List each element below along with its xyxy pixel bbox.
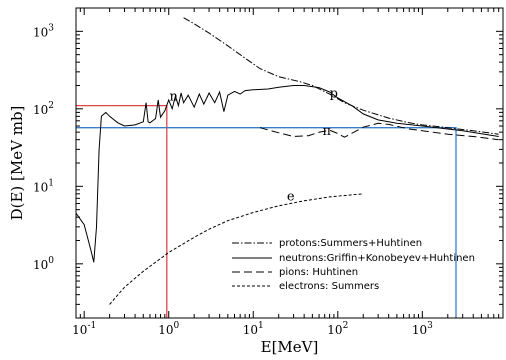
x-tick-label: 100	[158, 321, 179, 337]
legend-entry: electrons: Summers	[279, 281, 379, 292]
legend-entry: neutrons:Griffin+Konobeyev+Huhtinen	[279, 253, 475, 264]
y-tick-label: 100	[33, 256, 54, 272]
reference-line-1	[76, 104, 168, 318]
annotation-label: π	[323, 124, 332, 139]
x-tick-label: 103	[412, 321, 433, 337]
y-axis-title: D(E) [MeV mb]	[8, 106, 26, 221]
annotation-label: e	[287, 189, 295, 204]
reference-line-2	[76, 127, 457, 318]
x-tick-label: 101	[243, 321, 264, 337]
y-tick-label: 102	[33, 101, 54, 117]
x-tick-label: 10-1	[72, 321, 96, 337]
y-tick-label: 101	[33, 178, 54, 194]
y-tick-label: 103	[33, 23, 54, 39]
legend-entry: pions: Huhtinen	[279, 267, 358, 278]
annotation-label: n	[169, 90, 178, 105]
series-line-protons	[183, 17, 499, 135]
x-tick-label: 102	[327, 321, 348, 337]
series-line-pions	[259, 122, 499, 141]
series-line-neutrons	[76, 85, 499, 263]
x-axis-title: E[MeV]	[261, 338, 319, 356]
legend-entry: protons:Summers+Huhtinen	[279, 238, 422, 249]
annotation-label: p	[330, 87, 338, 102]
series-line-electrons	[109, 193, 364, 305]
